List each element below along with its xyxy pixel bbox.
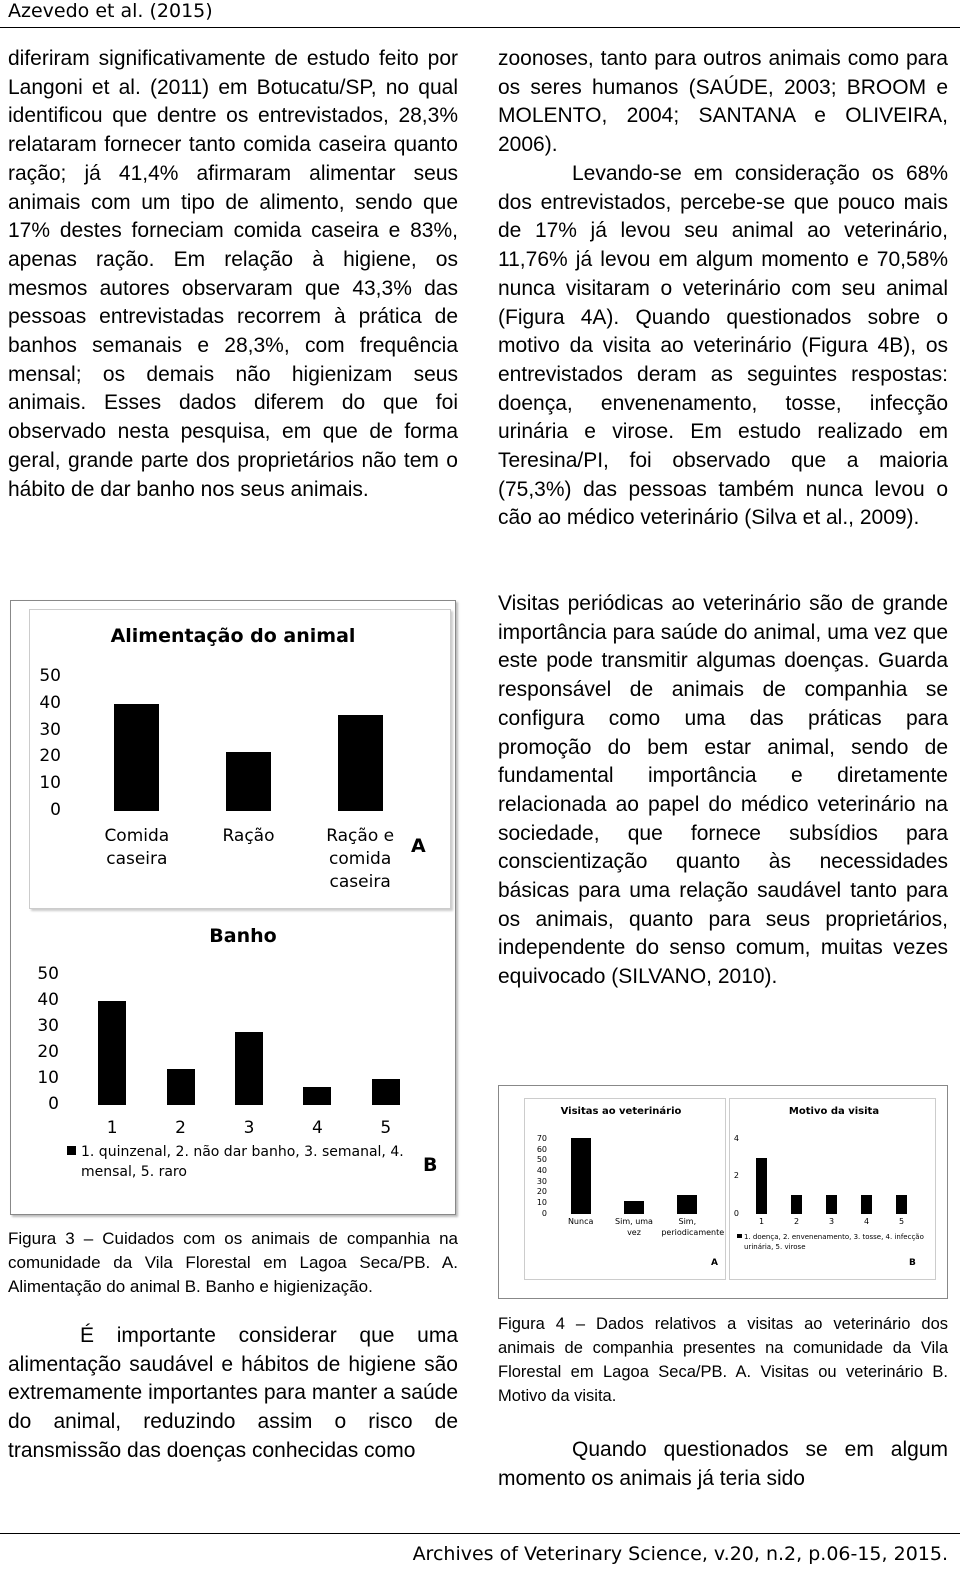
x-tick-label: 2 [793, 1217, 800, 1226]
figure-caption: Figura 4 – Dados relativos a visitas ao … [498, 1315, 948, 1405]
bar [861, 1195, 872, 1214]
chart-title: Motivo da visita [788, 1106, 880, 1117]
x-tick-label: 3 [243, 1118, 255, 1138]
chart-frame [729, 1098, 936, 1280]
y-tick-label: 10 [39, 773, 61, 794]
bar [624, 1201, 644, 1214]
y-tick-label: 0 [733, 1208, 739, 1218]
x-tick-label: Sim, uma vez [615, 1217, 653, 1237]
y-tick-label: 20 [536, 1187, 547, 1197]
paragraph: diferiram significativamente de estudo f… [8, 47, 458, 501]
legend-text: 1. quinzenal, 2. não dar banho, 3. seman… [81, 1144, 404, 1181]
bar [166, 1068, 195, 1105]
chart-frame [524, 1098, 726, 1280]
paragraph: Visitas periódicas ao veterinário são de… [498, 592, 948, 989]
footer-rule [0, 1533, 960, 1534]
chart-title: Visitas ao veterinário [560, 1106, 682, 1117]
chart-frame [29, 609, 451, 909]
y-tick-label: 30 [39, 719, 61, 740]
bar [337, 714, 383, 811]
legend-marker [737, 1233, 742, 1239]
y-tick-label: 2 [733, 1171, 739, 1181]
chart-title: Alimentação do animal [110, 625, 356, 647]
x-tick-label: 4 [311, 1118, 323, 1138]
y-tick-label: 40 [536, 1165, 547, 1175]
bar [826, 1195, 837, 1214]
paragraph: Quando questionados se em algum momento … [498, 1438, 948, 1490]
y-tick-label: 10 [37, 1067, 59, 1088]
y-tick-label: 40 [37, 989, 59, 1010]
x-tick-label: 1 [758, 1217, 765, 1226]
y-tick-label: 4 [733, 1133, 739, 1143]
x-tick-label: Ração e comida caseira [326, 826, 395, 892]
bar [677, 1194, 698, 1214]
y-tick-label: 0 [541, 1208, 547, 1218]
y-tick-label: 70 [536, 1133, 547, 1143]
header-rule [0, 27, 960, 28]
bar [98, 1001, 127, 1105]
x-tick-label: 4 [863, 1217, 870, 1226]
chart-title: Banho [209, 925, 277, 947]
panel-label: A [411, 835, 426, 857]
paragraph: Levando-se em consideração os 68% dos en… [498, 162, 948, 530]
y-tick-label: 50 [39, 665, 61, 686]
footer-citation: Archives of Veterinary Science, v.20, n.… [412, 1543, 948, 1565]
y-tick-label: 30 [536, 1176, 547, 1186]
y-tick-label: 60 [536, 1144, 547, 1154]
bar [114, 703, 160, 811]
x-tick-label: Nunca [567, 1217, 594, 1226]
panel-label: A [711, 1258, 718, 1268]
figure-3: Alimentação do animal 0 10 20 30 40 50 Comida c… [10, 600, 456, 1215]
y-tick-label: 20 [37, 1041, 59, 1062]
bar [226, 752, 271, 811]
y-tick-label: 50 [536, 1155, 547, 1165]
legend-text: 1. doença, 2. envenenamento, 3. tosse, 4… [744, 1233, 924, 1252]
y-tick-label: 0 [48, 1093, 59, 1114]
x-tick-label: Sim, periodicamente [661, 1217, 725, 1237]
paragraph: É importante considerar que uma alimenta… [8, 1324, 458, 1462]
x-tick-label: 1 [106, 1118, 118, 1138]
y-tick-label: 20 [39, 746, 61, 767]
x-tick-label: Comida caseira [104, 826, 170, 869]
figure-4: Visitas ao veterinário 0 10 20 30 40 50 60 70 Nun… [498, 1085, 948, 1299]
x-tick-label: 5 [380, 1118, 392, 1138]
paragraph: zoonoses, tanto para outros animais como… [498, 47, 948, 157]
y-tick-label: 0 [50, 799, 61, 820]
bar [235, 1032, 263, 1105]
y-tick-label: 40 [39, 692, 61, 713]
bar [303, 1086, 332, 1105]
bar [791, 1195, 802, 1214]
x-tick-label: Ração [222, 826, 275, 846]
legend-marker [67, 1145, 77, 1155]
bar [371, 1079, 400, 1105]
bar [756, 1157, 767, 1214]
running-head: Azevedo et al. (2015) [8, 0, 213, 22]
panel-label: B [423, 1154, 438, 1176]
y-tick-label: 50 [37, 963, 59, 984]
x-tick-label: 3 [828, 1217, 835, 1226]
x-tick-label: 5 [898, 1217, 905, 1226]
bar [896, 1195, 907, 1214]
y-tick-label: 30 [37, 1015, 59, 1036]
figure-caption: Figura 3 – Cuidados com os animais de co… [8, 1229, 458, 1296]
y-tick-label: 10 [536, 1198, 547, 1208]
x-tick-label: 2 [175, 1118, 186, 1138]
bar [570, 1137, 591, 1214]
panel-label: B [909, 1258, 916, 1268]
